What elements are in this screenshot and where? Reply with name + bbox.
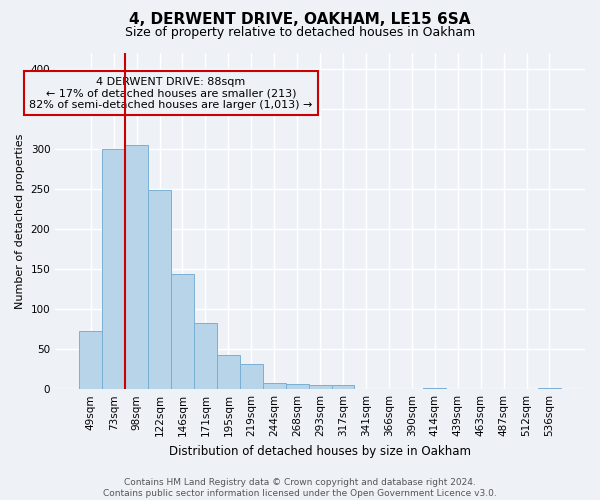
Bar xyxy=(332,385,355,389)
Bar xyxy=(286,384,308,389)
Text: 4 DERWENT DRIVE: 88sqm
← 17% of detached houses are smaller (213)
82% of semi-de: 4 DERWENT DRIVE: 88sqm ← 17% of detached… xyxy=(29,76,313,110)
Bar xyxy=(148,190,171,389)
Bar xyxy=(125,144,148,389)
Bar xyxy=(423,388,446,389)
Text: Size of property relative to detached houses in Oakham: Size of property relative to detached ho… xyxy=(125,26,475,39)
Y-axis label: Number of detached properties: Number of detached properties xyxy=(15,133,25,308)
Text: 4, DERWENT DRIVE, OAKHAM, LE15 6SA: 4, DERWENT DRIVE, OAKHAM, LE15 6SA xyxy=(129,12,471,28)
Bar xyxy=(194,322,217,389)
Bar xyxy=(79,332,102,389)
Bar xyxy=(538,388,561,389)
Text: Contains HM Land Registry data © Crown copyright and database right 2024.
Contai: Contains HM Land Registry data © Crown c… xyxy=(103,478,497,498)
Bar xyxy=(102,148,125,389)
Bar xyxy=(263,383,286,389)
Bar xyxy=(217,354,240,389)
X-axis label: Distribution of detached houses by size in Oakham: Distribution of detached houses by size … xyxy=(169,444,471,458)
Bar xyxy=(308,385,332,389)
Bar xyxy=(240,364,263,389)
Bar xyxy=(171,274,194,389)
